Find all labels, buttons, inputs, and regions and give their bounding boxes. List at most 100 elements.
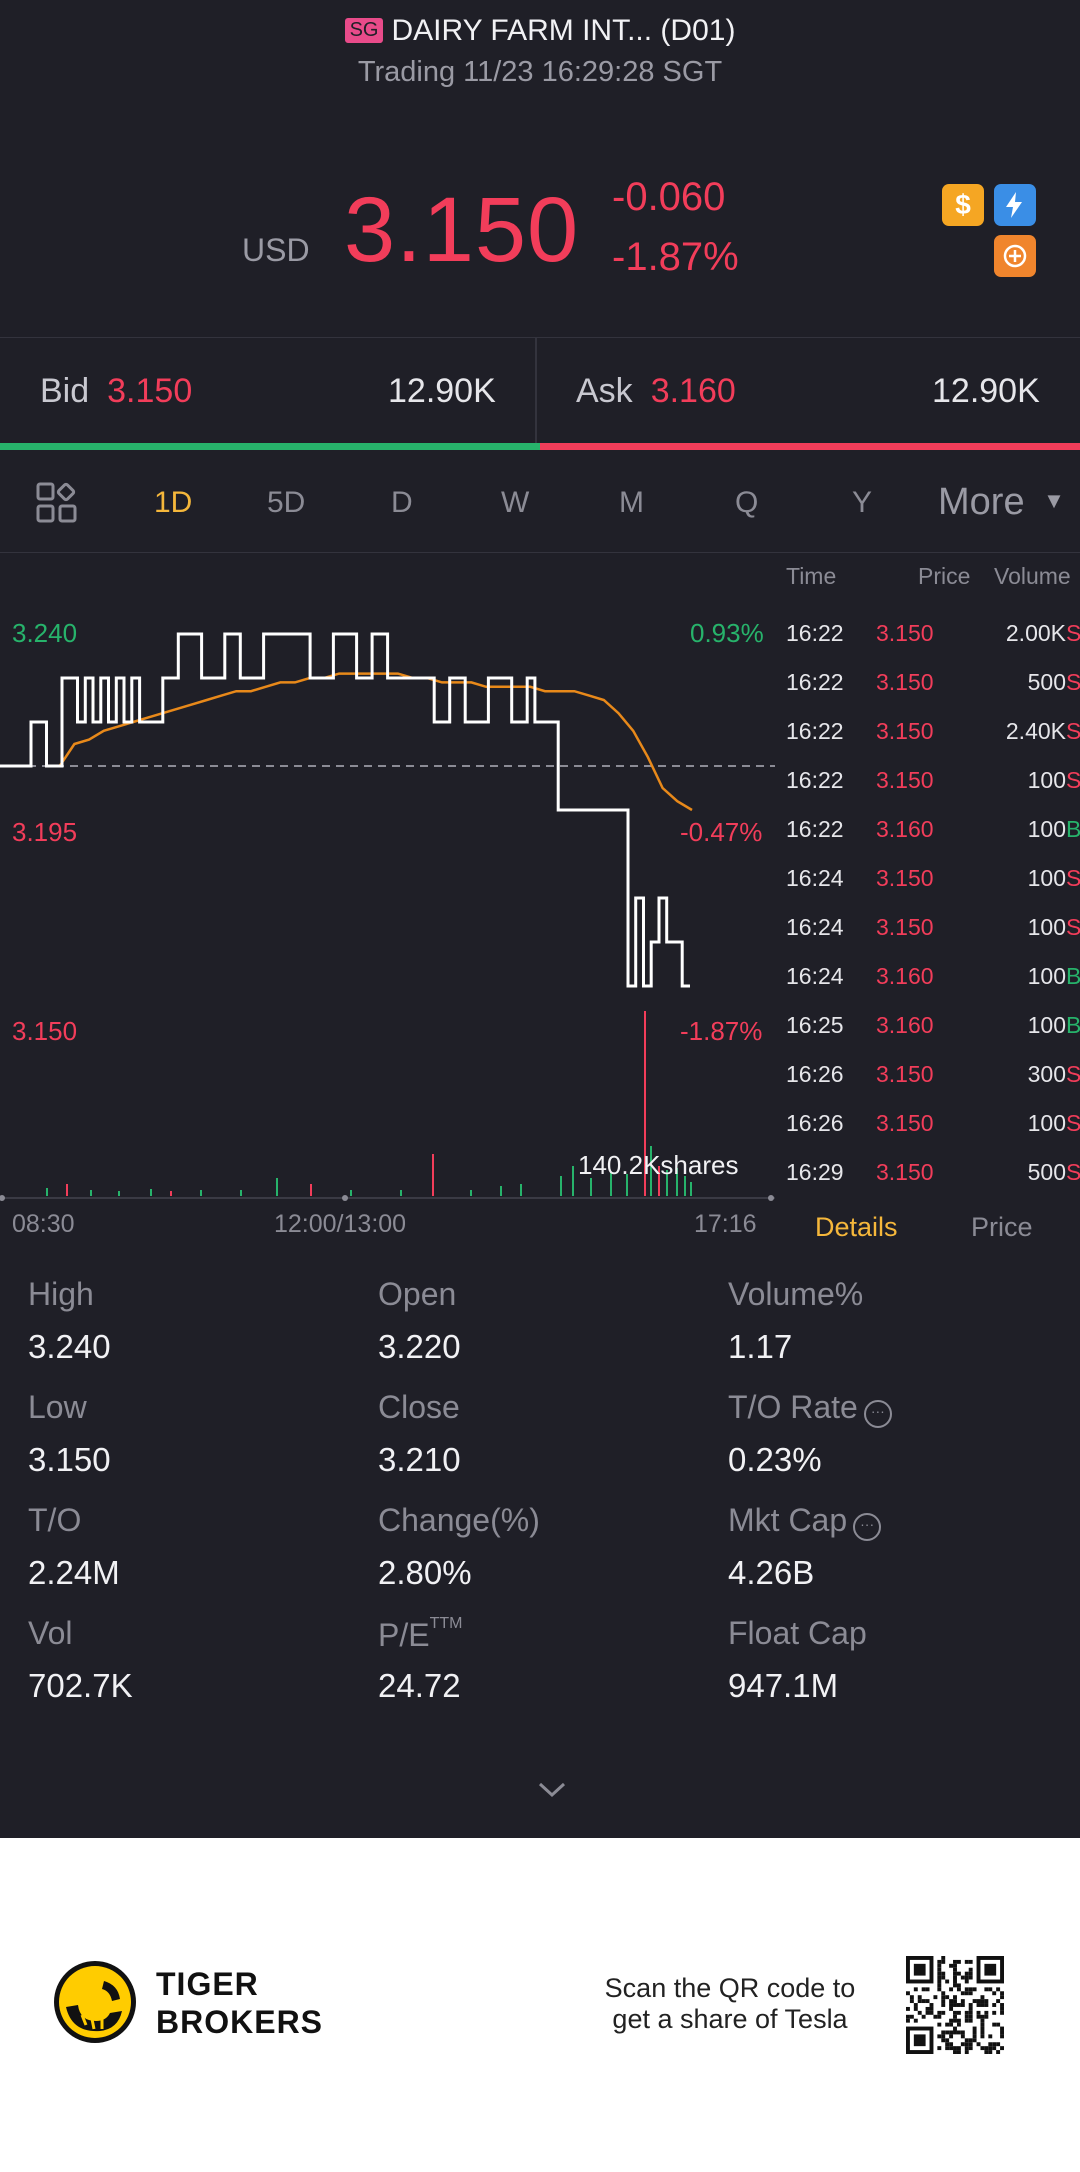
stat-label: T/O [28, 1502, 82, 1538]
stat-label[interactable]: T/O Rate ··· [728, 1389, 892, 1428]
tab-details[interactable]: Details [815, 1212, 898, 1242]
tick-price: 3.150 [876, 620, 934, 646]
ttm-superscript: TTM [429, 1615, 463, 1632]
ask-price-group[interactable]: Ask 3.160 [576, 372, 736, 411]
tick-volume: 100 [1027, 1110, 1066, 1136]
tick-price: 3.150 [876, 718, 934, 744]
bid-ratio-bar [0, 443, 540, 450]
stat-label[interactable]: Mkt Cap ··· [728, 1502, 882, 1541]
volume-bar [650, 1146, 652, 1196]
stat-value: 3.220 [378, 1328, 461, 1365]
stat-value: 2.24M [28, 1554, 120, 1591]
promo-text: Scan the QR code to get a share of Tesla [604, 1973, 856, 2034]
tab-d[interactable]: D [391, 486, 413, 519]
ask-label: Ask [576, 372, 633, 410]
stat-label: Volume% [728, 1276, 864, 1312]
caret-down-icon: ▼ [1043, 488, 1065, 513]
stat-label: Close [378, 1389, 460, 1425]
stock-name: DAIRY FARM INT... (D01) [391, 14, 736, 47]
price-line [0, 632, 690, 988]
tick-volume: 100 [1027, 767, 1066, 793]
bid-price-group[interactable]: Bid 3.150 [40, 372, 192, 411]
tick-time: 16:24 [786, 963, 844, 989]
stat-label: Vol [28, 1615, 73, 1651]
tick-side: S [1066, 669, 1080, 695]
tick-price: 3.150 [876, 914, 934, 940]
tick-volume: 100 [1027, 963, 1066, 989]
volume-bar [658, 1166, 660, 1196]
tick-time: 16:26 [786, 1061, 844, 1087]
tiger-logo-icon [52, 1959, 138, 2050]
tick-volume: 100 [1027, 914, 1066, 940]
tick-side: S [1066, 865, 1080, 891]
flash-icon[interactable] [994, 184, 1036, 226]
volume-bar [350, 1190, 352, 1196]
stock-title[interactable]: SG DAIRY FARM INT... (D01) [0, 14, 1080, 48]
tick-volume: 2.40K [1005, 718, 1066, 744]
tick-price: 3.150 [876, 1061, 934, 1087]
more-info-icon[interactable]: ··· [863, 1400, 892, 1428]
tick-side: B [1066, 963, 1080, 989]
promo-footer [0, 1838, 1080, 2172]
ask-price: 3.160 [650, 372, 736, 410]
tick-time: 16:22 [786, 669, 844, 695]
volume-bar [560, 1176, 562, 1196]
intraday-chart[interactable] [0, 553, 780, 1213]
tab-price[interactable]: Price [971, 1212, 1033, 1242]
tick-row: 16:22 3.150 100 S [786, 767, 1080, 816]
tick-price: 3.150 [876, 1159, 934, 1185]
tab-more[interactable]: More ▼ [938, 481, 1065, 524]
volume-bar [470, 1190, 472, 1196]
x-label-end: 17:16 [694, 1210, 757, 1238]
tick-row: 16:24 3.150 100 S [786, 865, 1080, 914]
volume-bar [684, 1176, 686, 1196]
tick-time: 16:24 [786, 914, 844, 940]
tick-volume: 500 [1027, 1159, 1066, 1185]
dollar-icon[interactable]: $ [942, 184, 984, 226]
tick-side: S [1066, 914, 1080, 940]
stat-label: Open [378, 1276, 457, 1312]
tick-volume: 100 [1027, 865, 1066, 891]
volume-bar [310, 1184, 312, 1196]
tick-time: 16:22 [786, 816, 844, 842]
pct-label-mid: -0.47% [680, 817, 763, 847]
tick-row: 16:26 3.150 100 S [786, 1110, 1080, 1159]
tab-1d[interactable]: 1D [154, 486, 193, 519]
tick-price: 3.160 [876, 816, 934, 842]
volume-bar [432, 1154, 434, 1196]
ask-ratio-bar [540, 443, 1080, 450]
tick-volume: 100 [1027, 1012, 1066, 1038]
tick-row: 16:25 3.160 100 B [786, 1012, 1080, 1061]
tab-y[interactable]: Y [852, 486, 873, 519]
volume-bar [572, 1166, 574, 1196]
tick-row: 16:22 3.150 500 S [786, 669, 1080, 718]
tick-time: 16:22 [786, 718, 844, 744]
tab-q[interactable]: Q [735, 486, 759, 519]
tick-volume: 100 [1027, 816, 1066, 842]
volume-bar [520, 1184, 522, 1196]
tab-5d[interactable]: 5D [267, 486, 306, 519]
volume-bar [400, 1190, 402, 1196]
rating-icon[interactable] [994, 235, 1036, 277]
tick-time: 16:22 [786, 620, 844, 646]
tab-w[interactable]: W [501, 486, 530, 519]
stat-value: 4.26B [728, 1554, 815, 1591]
tick-volume: 2.00K [1005, 620, 1066, 646]
divider [0, 552, 1080, 553]
tick-side: S [1066, 1061, 1080, 1087]
tick-time: 16:29 [786, 1159, 844, 1185]
stat-value: 702.7K [28, 1667, 133, 1704]
divider [0, 337, 1080, 338]
ticks-header-volume: Volume [994, 563, 1071, 589]
axis-dot [768, 1195, 774, 1201]
more-label: More [938, 481, 1025, 523]
more-info-icon[interactable]: ··· [853, 1513, 882, 1541]
tick-volume: 500 [1027, 669, 1066, 695]
tick-price: 3.150 [876, 865, 934, 891]
tab-m[interactable]: M [619, 486, 644, 519]
volume-bar [200, 1190, 202, 1196]
layout-grid-icon[interactable] [36, 482, 78, 529]
tick-price: 3.160 [876, 1012, 934, 1038]
expand-chevron-icon[interactable] [536, 1780, 568, 1805]
tick-row: 16:24 3.150 100 S [786, 914, 1080, 963]
